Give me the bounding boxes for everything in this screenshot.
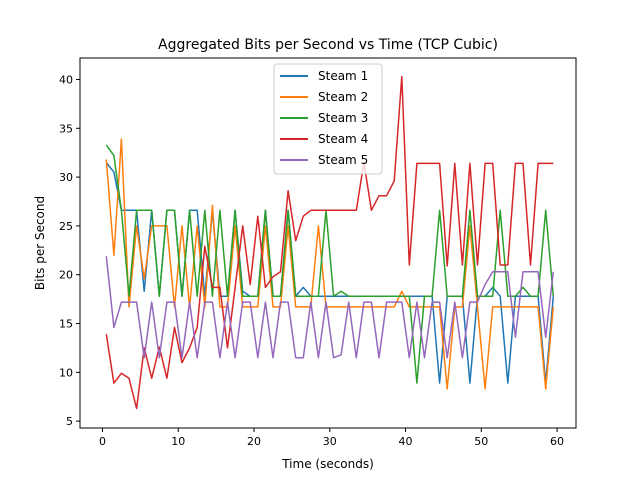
y-tick-label: 30: [59, 171, 73, 184]
x-tick-label: 60: [550, 435, 564, 448]
series-line-3: [105, 144, 555, 384]
y-tick-label: 10: [59, 366, 73, 379]
y-axis-label: Bits per Second: [33, 196, 47, 290]
chart-title: Aggregated Bits per Second vs Time (TCP …: [158, 37, 498, 53]
x-axis-label: Time (seconds): [281, 457, 374, 471]
y-tick-label: 5: [66, 415, 73, 428]
legend-label: Steam 2: [318, 90, 368, 104]
y-tick-label: 20: [59, 269, 73, 282]
y-tick-label: 40: [59, 73, 73, 86]
x-tick-label: 20: [247, 435, 261, 448]
legend: Steam 1 Steam 2 Steam 3 Steam 4 Steam 5: [273, 63, 383, 175]
x-axis: 0 10 20 30 40 50 60: [99, 428, 564, 448]
x-tick-label: 10: [171, 435, 185, 448]
series-line-5: [105, 256, 555, 359]
x-tick-label: 40: [399, 435, 413, 448]
y-axis: 5 10 15 20 25 30 35 40: [59, 73, 80, 428]
x-tick-label: 0: [99, 435, 106, 448]
legend-box: [273, 63, 383, 175]
plot-area: [105, 75, 555, 410]
y-tick-label: 35: [59, 122, 73, 135]
legend-label: Steam 1: [318, 69, 368, 83]
y-tick-label: 15: [59, 318, 73, 331]
legend-label: Steam 4: [318, 132, 368, 146]
x-tick-label: 30: [323, 435, 337, 448]
series-line-2: [105, 138, 555, 390]
y-tick-label: 25: [59, 220, 73, 233]
legend-label: Steam 5: [318, 153, 368, 167]
series-line-4: [105, 75, 554, 410]
plot-frame: [79, 57, 577, 429]
x-tick-label: 50: [474, 435, 488, 448]
legend-label: Steam 3: [318, 111, 368, 125]
